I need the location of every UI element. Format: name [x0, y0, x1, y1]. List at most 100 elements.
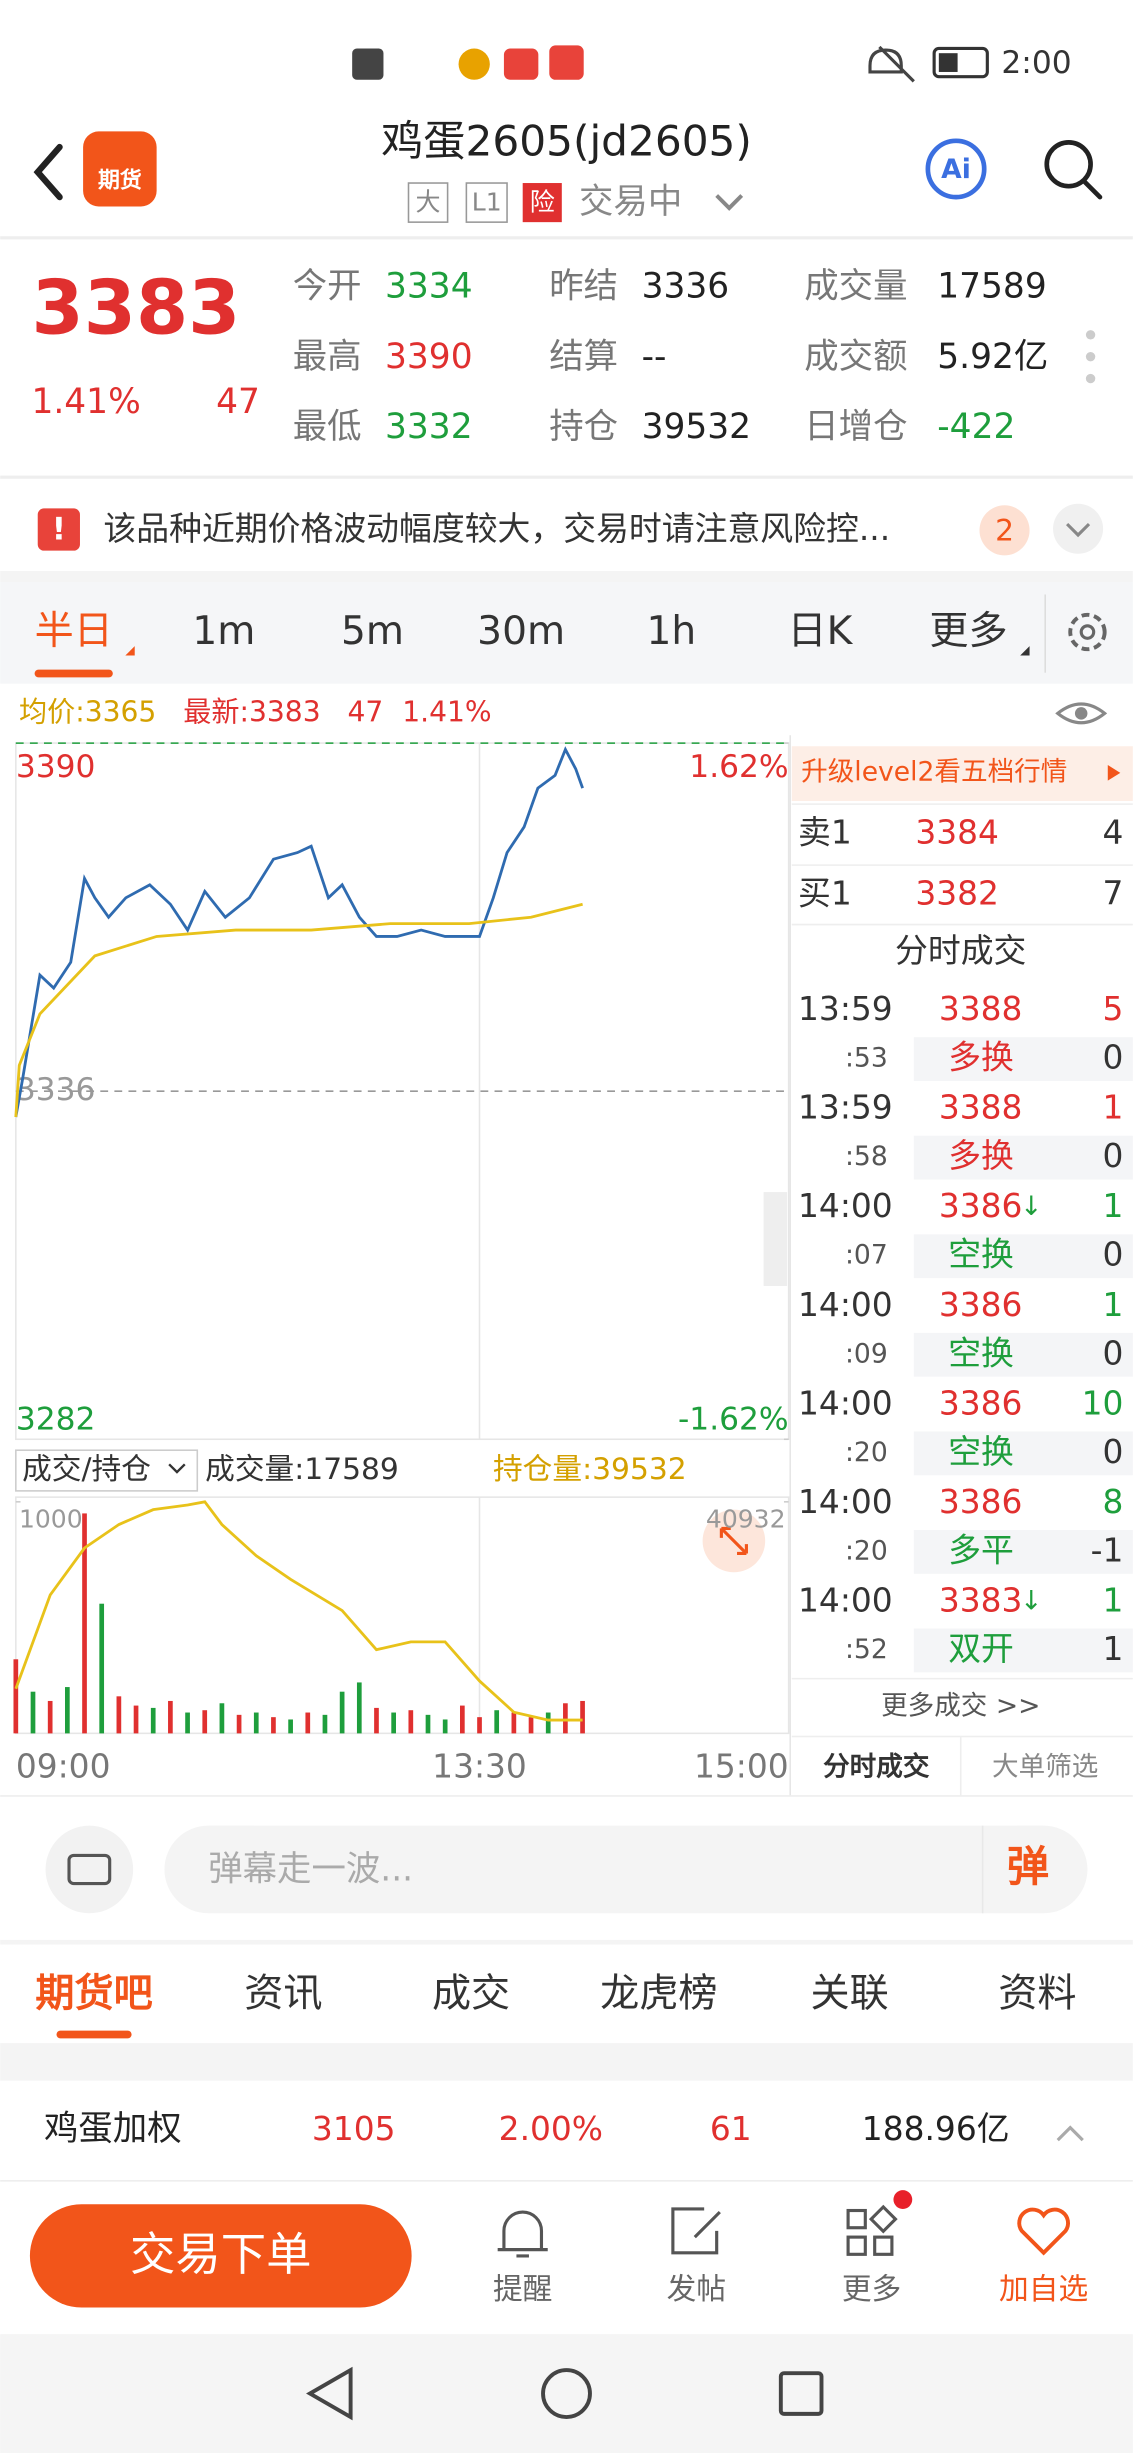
separator: [0, 2043, 1133, 2081]
book-icon: [503, 48, 539, 80]
more-trades[interactable]: 更多成交 >>: [881, 1690, 1040, 1721]
period-tab[interactable]: 日K: [788, 609, 854, 654]
hd-icon: [352, 48, 384, 80]
fullscreen-icon: [719, 1526, 748, 1556]
action-label[interactable]: 更多: [842, 2272, 901, 2307]
kind-row-bg: [913, 1234, 1133, 1279]
more-dot[interactable]: [1085, 330, 1096, 340]
ticker-collapse[interactable]: [1056, 2125, 1084, 2142]
favorite-icon[interactable]: [1017, 2207, 1070, 2256]
trade-kind: 双开: [948, 1630, 1014, 1668]
comment-send[interactable]: 弹: [1007, 1842, 1049, 1891]
volume-tick-label: 1000: [19, 1505, 83, 1534]
separator: [0, 1939, 1133, 1945]
volume-bar: [580, 1700, 585, 1734]
tab-corner: [125, 646, 135, 656]
volume-bar: [322, 1714, 328, 1734]
trade-oi: 0: [1103, 1137, 1124, 1175]
separator: [0, 571, 1133, 582]
panel-toggle[interactable]: [763, 1192, 788, 1286]
panel-tab[interactable]: 大单筛选: [992, 1751, 1098, 1782]
action-label[interactable]: 提醒: [493, 2272, 552, 2307]
kind-row-bg: [913, 1628, 1133, 1673]
danmaku-toggle[interactable]: [45, 1825, 134, 1914]
selector-chevron: [168, 1463, 186, 1474]
volume-bar: [511, 1712, 517, 1734]
trade-oi: 0: [1103, 1236, 1124, 1274]
x-tick-label: 09:00: [16, 1747, 111, 1785]
section-tab[interactable]: 资料: [998, 1972, 1076, 2017]
volume-bar: [82, 1513, 87, 1734]
field-label: 最低: [293, 407, 362, 447]
field-value: 3332: [385, 407, 473, 447]
selector-box[interactable]: [15, 1449, 199, 1492]
trade-kind: 空换: [948, 1334, 1014, 1372]
eye-button[interactable]: [1055, 702, 1108, 725]
selector[interactable]: 成交/持仓: [22, 1452, 151, 1487]
trade-price: 3388: [939, 1089, 1023, 1127]
period-tab[interactable]: 5m: [341, 609, 404, 654]
nav-back[interactable]: [306, 2366, 353, 2421]
eye-pupil: [1074, 707, 1088, 720]
ticks-title: 分时成交: [895, 932, 1026, 970]
panel-tab[interactable]: 分时成交: [823, 1751, 930, 1782]
action-label[interactable]: 发帖: [667, 2272, 726, 2307]
nav-recent[interactable]: [778, 2371, 824, 2416]
danmaku-icon: [67, 1853, 112, 1886]
period-tab[interactable]: 30m: [477, 609, 565, 654]
ticker-name: 鸡蛋加权: [44, 2109, 182, 2149]
trade-second: :20: [845, 1437, 888, 1468]
back-button[interactable]: [33, 143, 63, 201]
section-tab[interactable]: 期货吧: [35, 1972, 152, 2017]
field-value: --: [642, 337, 667, 377]
trade-kind: 多换: [948, 1039, 1014, 1077]
trade-time: 14:00: [798, 1384, 893, 1422]
status-dropdown[interactable]: [715, 194, 744, 211]
trade-button[interactable]: [29, 2204, 412, 2308]
legend-latest: 最新:3383: [183, 695, 320, 728]
volume-bar: [150, 1707, 156, 1734]
book-volume: 7: [1103, 874, 1124, 912]
y-tick-label: 3390: [16, 749, 96, 785]
period-tab[interactable]: 1m: [192, 609, 255, 654]
field-label: 成交额: [804, 337, 907, 377]
oi-label: 持仓量:39532: [493, 1452, 687, 1487]
level2-banner[interactable]: [791, 746, 1133, 801]
ai-button[interactable]: [925, 138, 987, 200]
settings-center: [1079, 624, 1096, 640]
volume-bar: [477, 1717, 482, 1734]
level2-banner: 升级level2看五档行情: [801, 756, 1067, 787]
search-button[interactable]: [1044, 140, 1093, 189]
post-icon[interactable]: [671, 2207, 721, 2255]
volume-bar: [185, 1712, 190, 1734]
trade-button-label[interactable]: 交易下单: [130, 2228, 311, 2281]
section-tab[interactable]: 资讯: [244, 1972, 322, 2017]
volume-bar: [202, 1710, 208, 1734]
change: 47: [216, 382, 260, 422]
section-tab[interactable]: 成交: [432, 1972, 510, 2017]
trade-volume: 1: [1103, 1187, 1124, 1225]
more-icon[interactable]: [846, 2204, 898, 2256]
logo-text: 期货: [98, 167, 142, 193]
period-tab[interactable]: 1h: [646, 609, 696, 654]
volume-bar: [47, 1700, 53, 1734]
nav-home[interactable]: [541, 2368, 592, 2419]
trade-price: 3386: [939, 1187, 1023, 1225]
comment-input[interactable]: [164, 1825, 1088, 1914]
volume-bar: [339, 1691, 345, 1734]
period-tab[interactable]: 更多: [929, 609, 1007, 654]
trade-volume: 1: [1103, 1581, 1124, 1619]
trade-price: 3386: [939, 1286, 1023, 1324]
field-value: 39532: [642, 407, 751, 447]
volume-label: 成交量:17589: [205, 1452, 399, 1487]
action-label[interactable]: 加自选: [999, 2272, 1088, 2307]
field-label: 结算: [549, 337, 618, 377]
alert-icon[interactable]: [497, 2210, 548, 2258]
trade-volume: 1: [1103, 1286, 1124, 1324]
section-tab[interactable]: 关联: [811, 1972, 889, 2017]
expand-button[interactable]: [1053, 503, 1104, 554]
notice-text: 该品种近期价格波动幅度较大，交易时请注意风险控...: [103, 510, 890, 548]
section-tab[interactable]: 龙虎榜: [600, 1972, 717, 2017]
period-tab[interactable]: 半日: [35, 609, 113, 654]
settings-button[interactable]: [1068, 612, 1107, 652]
